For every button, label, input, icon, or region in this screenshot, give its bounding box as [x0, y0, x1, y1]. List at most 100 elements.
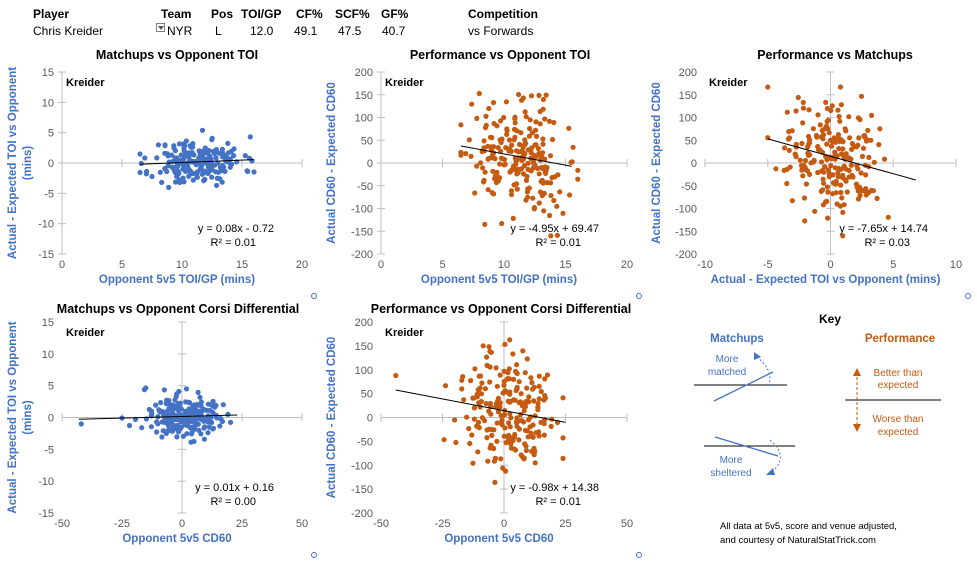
y-axis-title-line-1: Actual - Expected TOI vs Opponent	[7, 67, 19, 259]
data-point	[536, 171, 542, 177]
data-point	[792, 151, 798, 157]
data-point	[823, 123, 830, 129]
chart-title: Matchups vs Opponent TOI	[96, 48, 258, 62]
key-title: Key	[819, 312, 841, 326]
data-point	[781, 167, 787, 173]
data-point	[518, 166, 525, 172]
data-point	[485, 458, 491, 464]
data-point	[823, 199, 829, 205]
data-point	[484, 362, 490, 369]
data-point	[218, 416, 224, 422]
data-point	[441, 437, 447, 443]
data-point	[501, 433, 507, 439]
data-point	[211, 150, 217, 157]
chart-title: Performance vs Matchups	[757, 48, 913, 62]
data-point	[531, 205, 538, 211]
data-point	[526, 394, 532, 400]
data-point	[871, 159, 877, 165]
data-point	[858, 93, 865, 99]
trend-r-squared: R² = 0.01	[535, 237, 581, 249]
data-point	[495, 178, 501, 184]
data-point	[170, 165, 176, 171]
data-point	[560, 435, 566, 441]
trend-line	[395, 389, 566, 423]
data-point	[836, 113, 842, 120]
data-point	[789, 128, 795, 134]
data-point	[516, 437, 522, 443]
x-tick-label: 5	[119, 259, 125, 271]
data-point	[191, 408, 197, 414]
y-tick-label: -200	[351, 249, 373, 261]
data-point	[530, 434, 536, 440]
data-point	[501, 156, 508, 163]
chart-handle-icon	[311, 552, 317, 558]
data-point	[503, 145, 509, 151]
data-point	[488, 144, 494, 150]
y-tick-label: 10	[42, 97, 54, 109]
key-better-2: expected	[878, 380, 919, 391]
team-dropdown-icon[interactable]	[156, 23, 165, 32]
data-point	[548, 193, 554, 199]
data-point	[493, 365, 499, 371]
data-point	[521, 419, 527, 425]
data-point	[507, 337, 513, 343]
data-point	[212, 162, 218, 168]
data-point	[547, 212, 553, 219]
y-tick-label: -150	[351, 484, 373, 496]
data-point	[206, 148, 212, 154]
data-point	[835, 170, 841, 176]
chart-title: Matchups vs Opponent Corsi Differential	[57, 302, 299, 316]
y-tick-label: 150	[679, 90, 697, 102]
data-point	[501, 382, 507, 388]
data-point	[540, 141, 546, 147]
team-value: NYR	[167, 24, 193, 38]
data-point	[488, 349, 494, 355]
data-point	[458, 122, 464, 128]
data-point	[849, 172, 855, 178]
y-tick-label: -15	[38, 249, 54, 261]
data-point	[881, 156, 888, 162]
data-point	[533, 119, 539, 125]
data-point	[530, 386, 536, 392]
data-point	[478, 391, 485, 397]
data-point	[499, 422, 505, 428]
y-tick-label: -50	[681, 181, 697, 193]
y-tick-label: 10	[42, 349, 54, 361]
data-point	[840, 172, 846, 178]
data-point	[475, 419, 482, 425]
data-point	[174, 416, 180, 422]
data-point	[819, 168, 825, 174]
data-point	[213, 169, 219, 175]
y-tick-label: 200	[355, 317, 373, 329]
data-point	[840, 233, 846, 239]
data-point	[546, 118, 553, 124]
competition-value: vs Forwards	[468, 24, 534, 38]
y-tick-label: -200	[675, 249, 697, 261]
data-point	[541, 190, 547, 196]
data-point	[542, 156, 548, 162]
data-point	[492, 479, 498, 485]
y-axis-title-line-2: (mins)	[22, 400, 34, 435]
data-point	[217, 423, 223, 429]
data-point	[506, 366, 512, 372]
chart-handle-icon	[965, 293, 971, 299]
data-point	[199, 171, 205, 177]
data-point	[839, 151, 845, 157]
data-point	[869, 112, 875, 118]
data-point	[530, 195, 536, 201]
data-point	[162, 143, 168, 149]
data-point	[863, 172, 869, 178]
data-point	[528, 375, 534, 381]
data-point	[542, 393, 548, 399]
x-tick-label: -25	[114, 518, 130, 530]
x-axis-title: Opponent 5v5 TOI/GP (mins)	[99, 274, 255, 286]
data-point	[541, 208, 547, 214]
data-point	[566, 125, 572, 131]
trend-line	[767, 138, 916, 181]
data-point	[499, 220, 505, 227]
key-performance-arrowhead-down	[853, 424, 861, 432]
data-point	[495, 398, 501, 404]
data-point	[213, 155, 219, 161]
data-point	[523, 114, 529, 120]
y-tick-label: 150	[355, 90, 373, 102]
